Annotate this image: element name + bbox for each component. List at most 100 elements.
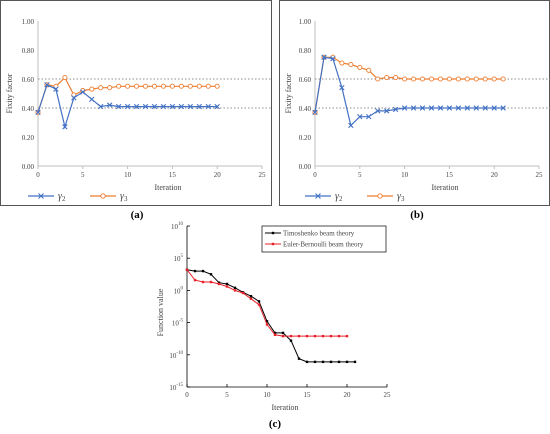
- data-point-gamma3: [142, 83, 149, 89]
- marker-stroke: [383, 108, 390, 114]
- data-point-timoshenko: [281, 331, 285, 335]
- data-point-gamma2: [142, 103, 149, 110]
- data-point-gamma2: [62, 124, 68, 130]
- legend-marker-gamma3: [377, 193, 383, 199]
- marker-stroke: [160, 103, 167, 110]
- data-point-euler-bernoulli: [209, 280, 213, 284]
- data-point-gamma3: [437, 76, 443, 82]
- data-point-gamma3: [482, 76, 488, 82]
- data-point-gamma2: [312, 109, 318, 116]
- data-point-gamma3: [125, 83, 131, 89]
- chart-panel-b: 0.400.600.000.200.400.600.801.0005101520…: [279, 0, 550, 206]
- data-point-gamma2: [196, 103, 202, 110]
- data-point-gamma3: [339, 60, 345, 66]
- x-tick-label: 15: [169, 171, 177, 179]
- data-point-gamma2: [71, 95, 77, 101]
- y-tick-label: 0.00: [299, 163, 312, 171]
- data-point-gamma2: [35, 109, 41, 116]
- data-point-gamma3: [151, 83, 158, 89]
- marker-stroke: [330, 56, 336, 62]
- x-tick-label: 20: [344, 391, 352, 399]
- data-point-timoshenko: [193, 269, 197, 273]
- data-point-timoshenko: [209, 273, 213, 276]
- legend-marker-euler-bernoulli: [271, 242, 275, 246]
- data-point-gamma3: [71, 92, 77, 98]
- marker-stroke: [35, 109, 41, 116]
- marker-stroke: [142, 103, 149, 110]
- data-point-timoshenko: [257, 300, 261, 303]
- x-axis-label: Iteration: [431, 183, 458, 192]
- legend: Timoshenko beam theory Euler-Bernoulli be…: [261, 225, 387, 253]
- x-tick-label: 0: [313, 171, 317, 179]
- marker-stroke: [80, 89, 86, 95]
- data-point-gamma3: [419, 76, 426, 82]
- y-tick-label: 10-5: [172, 319, 184, 328]
- data-point-gamma2: [348, 122, 354, 129]
- x-tick-label: 20: [491, 171, 499, 179]
- data-point-timoshenko: [233, 286, 237, 290]
- data-point-timoshenko: [249, 294, 253, 298]
- legend-box: [261, 225, 387, 253]
- legend-label-gamma3: γ3: [120, 191, 128, 203]
- data-point-gamma3: [446, 76, 452, 82]
- marker-stroke: [71, 95, 77, 101]
- y-axis-label: Fixity factor: [284, 73, 293, 113]
- data-point-timoshenko: [305, 360, 309, 364]
- caption-a: (a): [130, 209, 144, 221]
- y-tick-label: 1010: [171, 222, 184, 231]
- data-point-timoshenko: [313, 360, 317, 364]
- marker-stroke: [321, 54, 327, 60]
- marker-stroke: [124, 103, 131, 110]
- legend-label-gamma3: γ3: [397, 191, 405, 203]
- data-point-gamma3: [214, 83, 220, 89]
- data-point-gamma2: [473, 105, 479, 111]
- y-tick-label: 0.80: [299, 47, 312, 55]
- marker-stroke: [115, 103, 122, 110]
- data-point-gamma2: [178, 103, 185, 110]
- legend: γ2 γ3: [28, 191, 128, 203]
- data-point-gamma3: [455, 76, 461, 82]
- y-tick-label: 0.40: [299, 105, 312, 113]
- marker-stroke: [348, 122, 354, 129]
- data-point-gamma3: [393, 75, 399, 81]
- y-tick-label: 0.20: [299, 134, 312, 142]
- marker-stroke: [98, 103, 104, 110]
- marker-stroke: [62, 124, 68, 130]
- marker-stroke: [44, 82, 50, 88]
- y-tick-label: 1.00: [299, 18, 312, 26]
- y-tick-label: 0.60: [22, 76, 35, 84]
- marker-stroke: [169, 103, 176, 110]
- data-point-timoshenko: [289, 339, 293, 342]
- data-point-euler-bernoulli: [297, 334, 301, 338]
- data-point-gamma2: [500, 105, 506, 111]
- x-axis-label: Iteration: [271, 403, 298, 412]
- data-point-gamma2: [115, 103, 122, 110]
- marker-stroke: [214, 103, 220, 110]
- data-point-gamma3: [402, 76, 408, 82]
- legend-marker-gamma3: [100, 193, 106, 199]
- x-tick-label: 0: [185, 391, 189, 399]
- x-axis-label: Iteration: [154, 183, 181, 192]
- data-point-gamma2: [401, 105, 408, 111]
- data-point-gamma2: [446, 105, 453, 111]
- data-point-gamma2: [151, 103, 158, 110]
- data-point-gamma2: [214, 103, 220, 110]
- data-point-gamma2: [44, 82, 50, 88]
- data-point-gamma3: [500, 76, 506, 82]
- x-tick-label: 25: [536, 171, 544, 179]
- x-tick-label: 5: [358, 171, 362, 179]
- marker-stroke: [437, 105, 444, 111]
- data-point-gamma3: [169, 83, 175, 89]
- data-point-gamma3: [196, 83, 202, 89]
- marker-stroke: [196, 103, 202, 110]
- data-point-gamma2: [410, 105, 417, 111]
- data-point-gamma2: [205, 103, 211, 110]
- data-point-euler-bernoulli: [201, 280, 205, 284]
- data-point-timoshenko: [353, 360, 357, 364]
- y-tick-label: 100: [174, 286, 184, 295]
- data-point-gamma2: [160, 103, 167, 110]
- data-point-gamma3: [134, 83, 140, 89]
- marker-stroke: [500, 105, 506, 111]
- data-point-euler-bernoulli: [337, 334, 341, 338]
- marker-stroke: [133, 103, 140, 110]
